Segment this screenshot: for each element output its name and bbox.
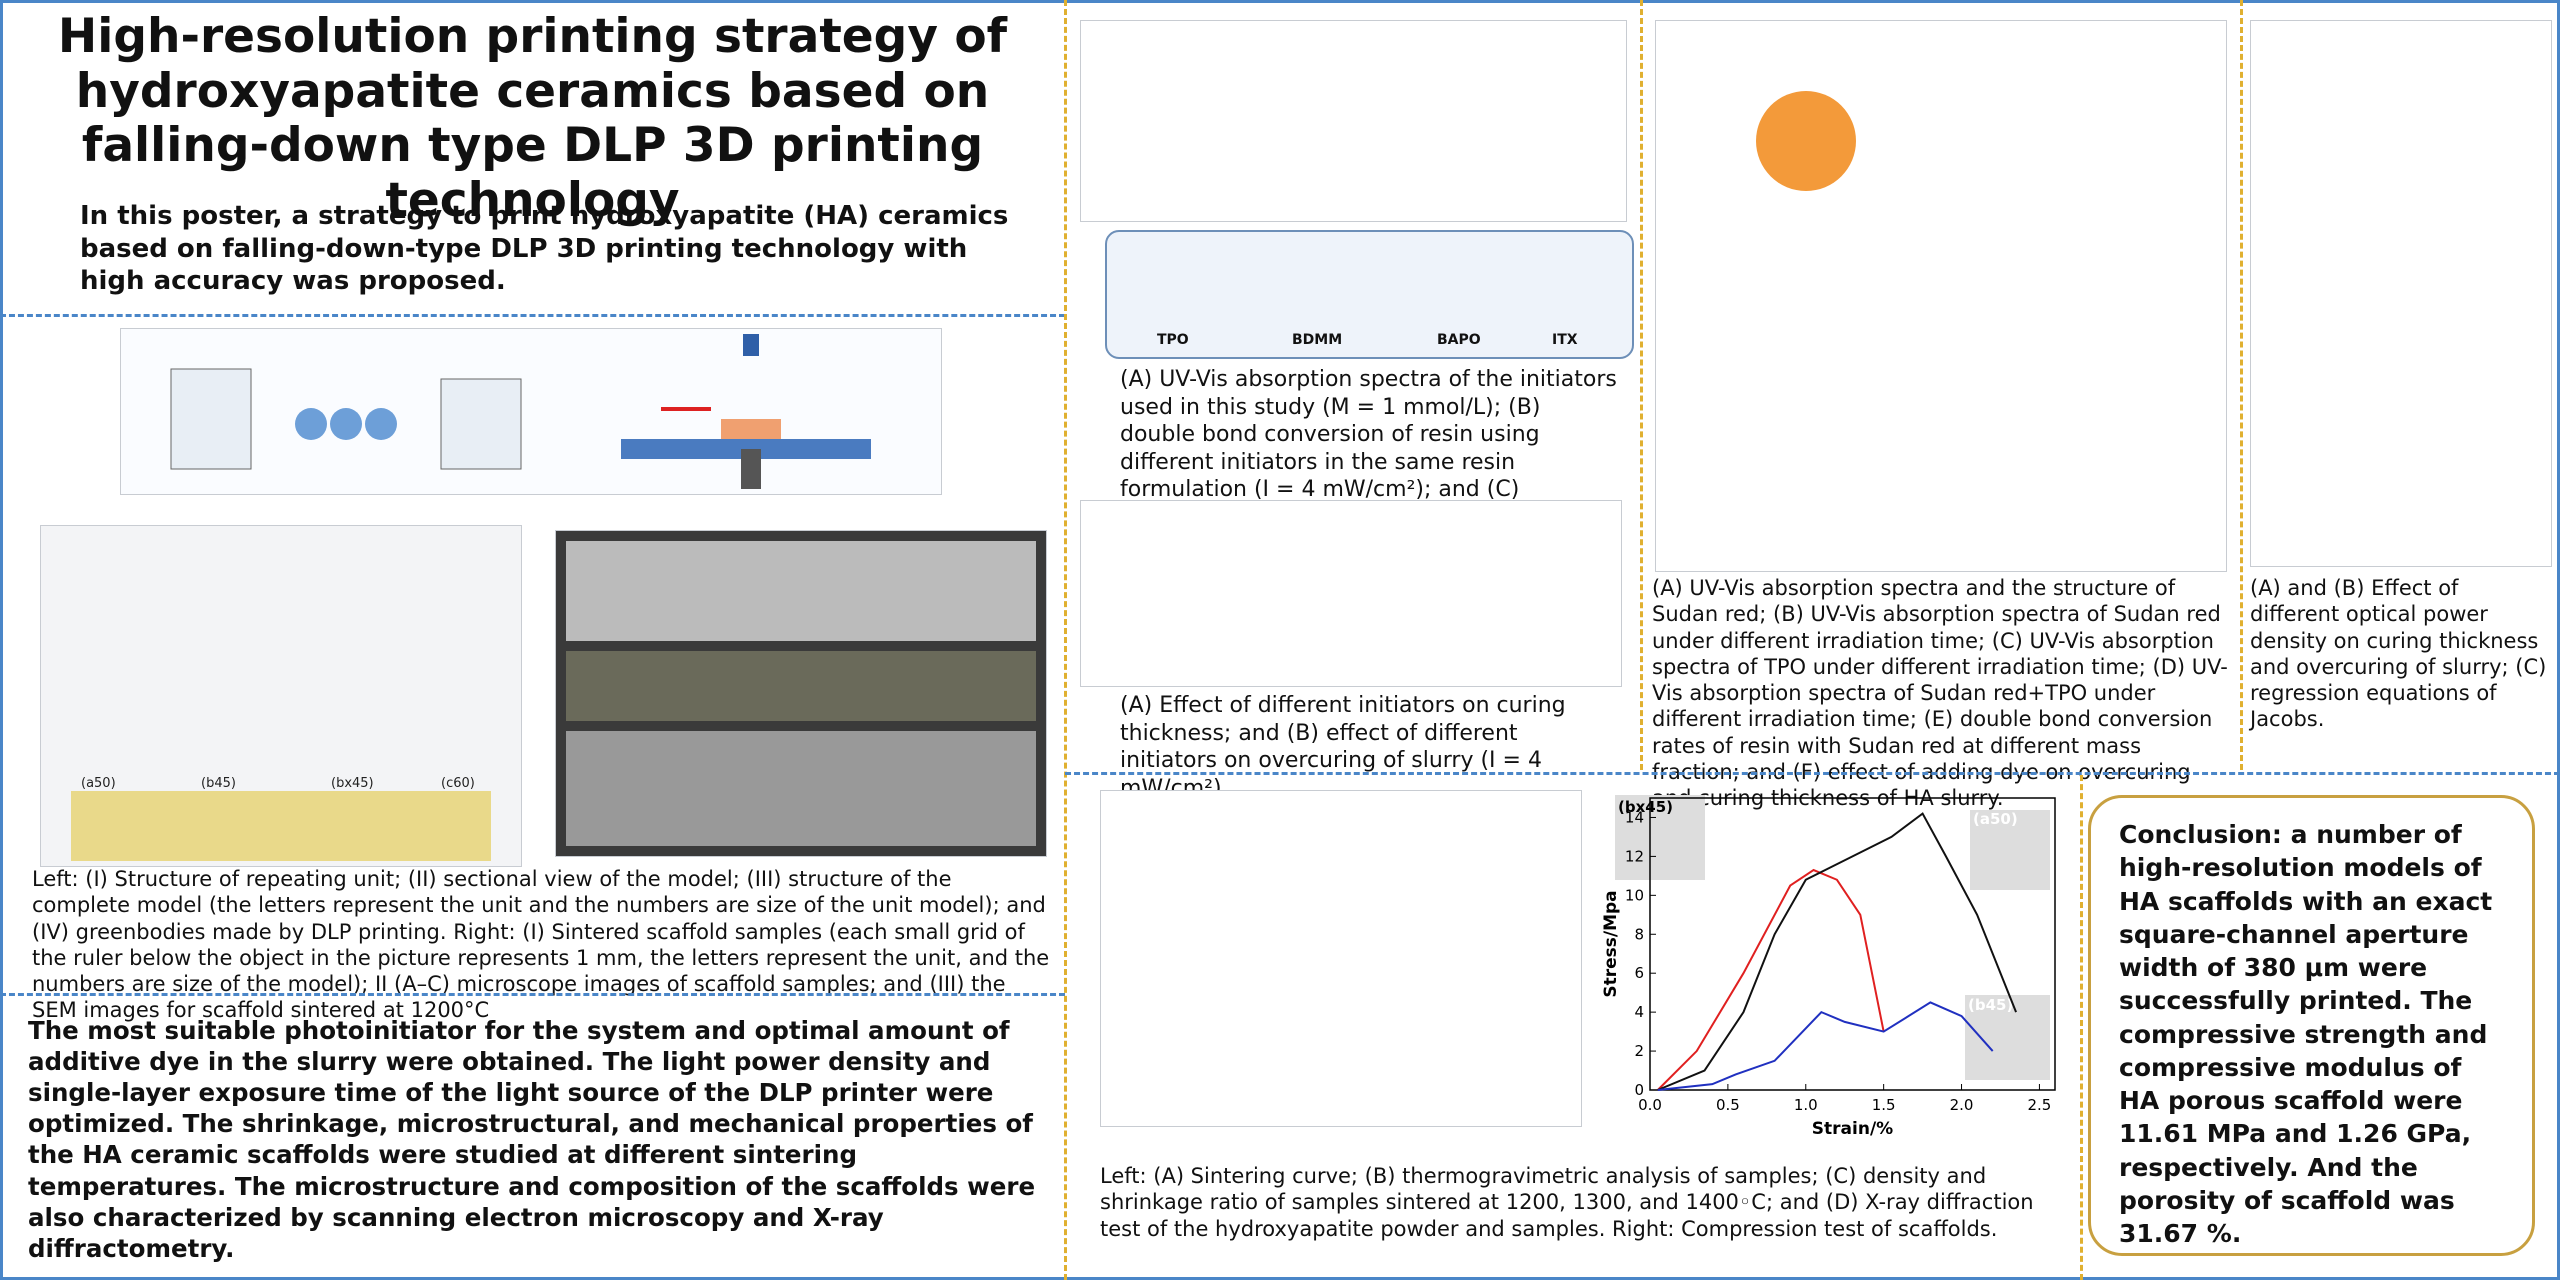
plot-frame	[1649, 797, 2056, 1091]
structure-label: ITX	[1552, 332, 1578, 348]
dye-figure	[1655, 20, 2227, 572]
panel-label: (a50)	[81, 776, 116, 791]
x-tick-label: 0.5	[1716, 1096, 1740, 1114]
inset-photo	[1965, 995, 2050, 1080]
summary: The most suitable photoinitiator for the…	[28, 1016, 1036, 1263]
x-tick-label: 0.0	[1638, 1096, 1662, 1114]
divider	[0, 314, 1065, 317]
inset-photo	[1970, 810, 2050, 890]
structure-label: BAPO	[1437, 332, 1481, 348]
sintering-caption: Left: (A) Sintering curve; (B) thermogra…	[1100, 1164, 2034, 1241]
y-tick-label: 6	[1634, 964, 1644, 982]
microscope-images	[566, 651, 1036, 721]
spectra-figure	[1080, 20, 1627, 222]
y-tick-label: 14	[1625, 808, 1644, 826]
y-tick-label: 10	[1625, 886, 1644, 904]
stress-curve	[1657, 1001, 1994, 1091]
dye-caption: (A) UV-Vis absorption spectra and the st…	[1652, 576, 2228, 810]
y-axis-label: Stress/Mpa	[1601, 890, 1621, 997]
y-tick-label: 0	[1634, 1081, 1644, 1099]
title: High-resolution printing strategy of hyd…	[57, 9, 1008, 228]
x-tick-label: 1.5	[1872, 1096, 1896, 1114]
divider	[1065, 772, 2560, 775]
inset-photo	[1615, 795, 1705, 880]
process-diagram	[170, 334, 871, 489]
x-tick-label: 1.0	[1794, 1096, 1818, 1114]
compression-chart: (bx45) (a50) (b45) 0.0 0.5 1.0 1.5 2.0 2.5 0 2 4…	[1601, 795, 2056, 1139]
divider	[1064, 0, 1067, 1280]
scaffold-figure	[555, 530, 1047, 857]
sintering-figure	[1100, 790, 1582, 1127]
stress-curve	[1657, 868, 1885, 1091]
divider	[2080, 775, 2083, 1280]
conclusion: Conclusion: a number of high-resolution …	[2088, 795, 2535, 1256]
power-caption: (A) and (B) Effect of different optical …	[2250, 576, 2547, 732]
curing-figure	[1080, 500, 1622, 687]
inset-label: (bx45)	[1618, 798, 1673, 816]
intro: In this poster, a strategy to print hydr…	[80, 201, 1009, 296]
y-tick-label: 4	[1634, 1003, 1644, 1021]
structure-label: BDMM	[1292, 332, 1343, 348]
process-figure	[120, 328, 942, 495]
y-tick-label: 12	[1625, 847, 1644, 865]
scaffold-photos	[566, 541, 1036, 641]
panel-label: (c60)	[441, 776, 475, 791]
y-tick-label: 2	[1634, 1042, 1644, 1060]
y-tick-label: 8	[1634, 925, 1644, 943]
model-figure: (a50) (b45) (bx45) (c60)	[40, 525, 522, 867]
stress-curve	[1657, 812, 2017, 1091]
panel-label: (bx45)	[331, 776, 374, 791]
model-caption: Left: (I) Structure of repeating unit; (…	[32, 867, 1050, 1023]
x-tick-label: 2.5	[2027, 1096, 2051, 1114]
divider	[2240, 0, 2243, 770]
panel-label: (b45)	[201, 776, 236, 791]
structure-box: TPO BDMM BAPO ITX	[1105, 230, 1634, 359]
greenbodies	[71, 791, 491, 861]
inset-label: (a50)	[1973, 810, 2018, 828]
power-figure	[2250, 20, 2552, 567]
curing-caption: (A) Effect of different initiators on cu…	[1120, 693, 1566, 801]
sem-images	[566, 731, 1036, 846]
divider	[0, 993, 1065, 996]
divider	[1640, 0, 1643, 770]
sudan-red-ball	[1756, 91, 1856, 191]
structure-label: TPO	[1157, 332, 1189, 348]
x-tick-label: 2.0	[1950, 1096, 1974, 1114]
inset-label: (b45)	[1968, 996, 2013, 1014]
x-axis-label: Strain/%	[1812, 1119, 1893, 1139]
